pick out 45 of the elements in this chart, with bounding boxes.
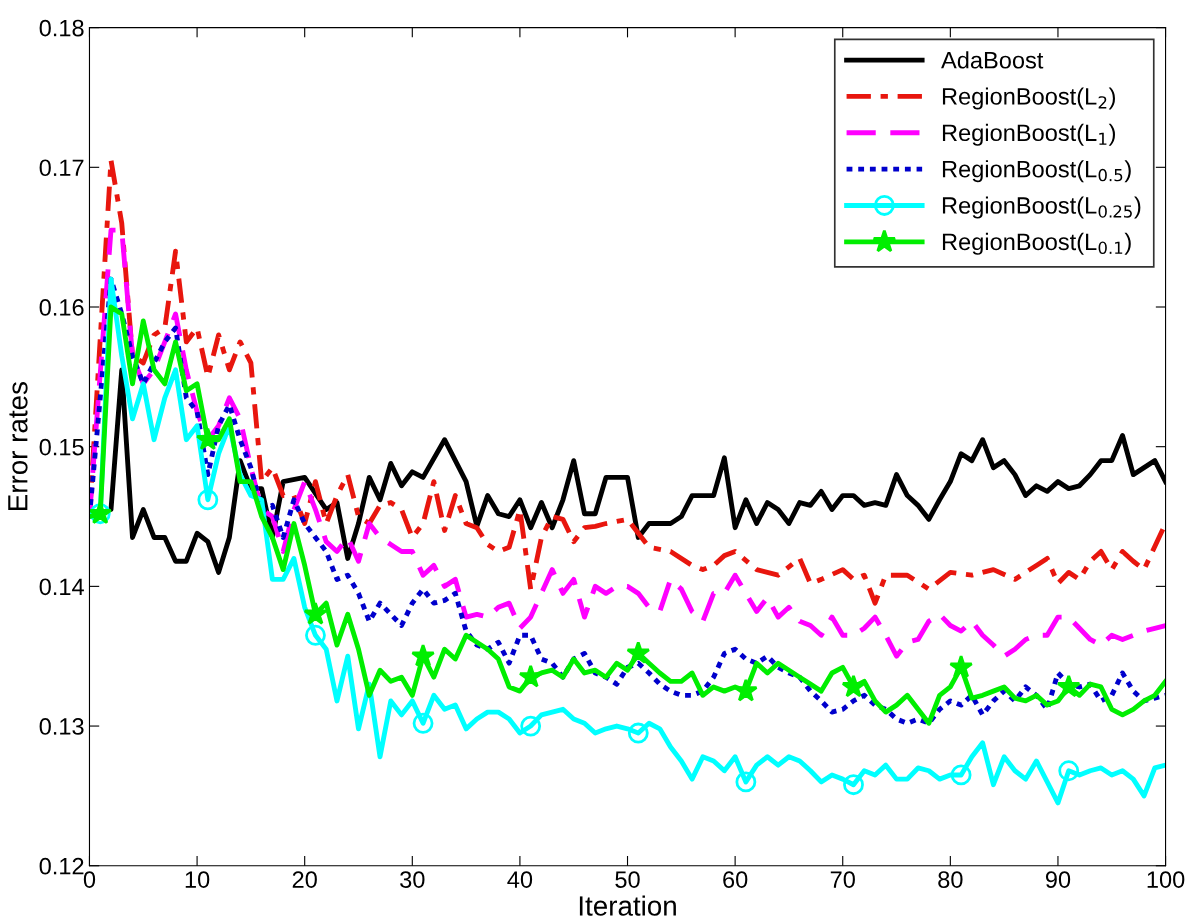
point [626, 640, 651, 664]
point [1056, 674, 1081, 698]
y-tick-label: 0.16 [39, 299, 84, 316]
point [949, 654, 974, 678]
y-tick-label: 0.15 [39, 438, 84, 456]
x-tick-label: 0 [83, 871, 96, 888]
x-tick-label: 50 [615, 871, 640, 888]
point [843, 774, 864, 796]
point [1058, 760, 1080, 782]
x-tick-label: 10 [185, 871, 210, 888]
point [195, 427, 220, 451]
x-tick-label: 90 [1045, 871, 1071, 888]
legend-label: AdaBoost [941, 51, 1044, 69]
point [950, 764, 972, 786]
point [733, 678, 758, 702]
y-tick-label: 0.14 [39, 578, 84, 596]
legend-label: RegionBoost(L$_{0.5}$) [942, 160, 1131, 183]
point [520, 715, 542, 737]
point [197, 489, 219, 511]
x-tick-label: 20 [292, 871, 317, 888]
x-tick-label: 100 [1147, 871, 1185, 888]
y-tick-label: 0.17 [39, 159, 84, 177]
point [412, 712, 434, 734]
x-axis-title: Iteration [579, 895, 676, 916]
legend-label: RegionBoost(L$_{0.1}$) [942, 232, 1131, 255]
x-tick-label: 30 [400, 871, 425, 888]
point [735, 771, 757, 793]
point [627, 722, 649, 744]
x-tick-label: 70 [830, 871, 855, 888]
y-axis-title: Error rates [8, 382, 28, 510]
legend-label: RegionBoost(L$_{2}$) [942, 87, 1115, 110]
y-tick-label: 0.12 [39, 857, 84, 875]
point [411, 643, 436, 667]
point [305, 624, 326, 646]
line-series [89, 227, 1166, 659]
point [303, 601, 328, 625]
x-tick-label: 80 [938, 871, 963, 888]
y-tick-label: 0.13 [39, 718, 84, 735]
y-tick-label: 0.18 [39, 19, 84, 37]
legend-label: RegionBoost(L$_{1}$) [942, 123, 1115, 146]
point [518, 664, 543, 688]
point [841, 674, 866, 698]
x-tick-label: 60 [723, 871, 748, 888]
x-tick-label: 40 [507, 871, 533, 888]
legend-label: RegionBoost(L$_{0.25}$) [942, 196, 1141, 219]
